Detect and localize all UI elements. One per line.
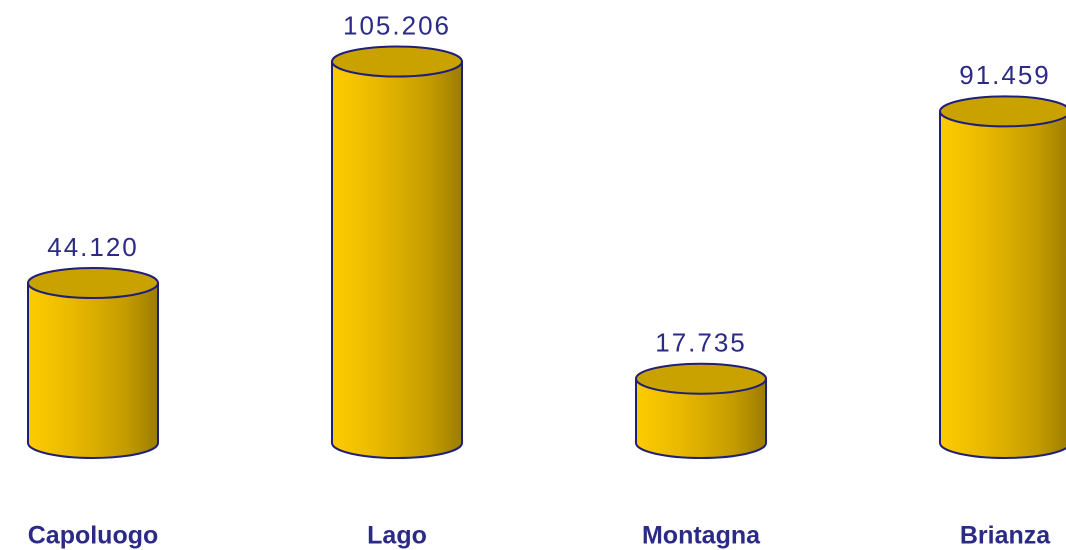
category-label: Capoluogo (28, 522, 159, 550)
cylinder-body (331, 60, 463, 459)
cylinder (939, 95, 1066, 459)
value-label: 91.459 (959, 60, 1051, 90)
cylinder-body (27, 282, 159, 459)
cylinder-top (331, 45, 463, 78)
cylinder (27, 267, 159, 459)
cylinder (635, 362, 767, 459)
cylinder-body (939, 110, 1066, 459)
cylinder-top (635, 362, 767, 395)
category-label: Lago (367, 522, 427, 550)
category-label: Montagna (642, 522, 761, 550)
cylinder-body (635, 377, 767, 459)
cylinder-top (939, 95, 1066, 128)
value-label: 44.120 (47, 232, 139, 262)
value-label: 105.206 (343, 10, 451, 40)
category-label: Brianza (960, 522, 1051, 550)
value-label: 17.735 (655, 328, 747, 358)
cylinder (331, 45, 463, 459)
cylinder-top (27, 267, 159, 300)
